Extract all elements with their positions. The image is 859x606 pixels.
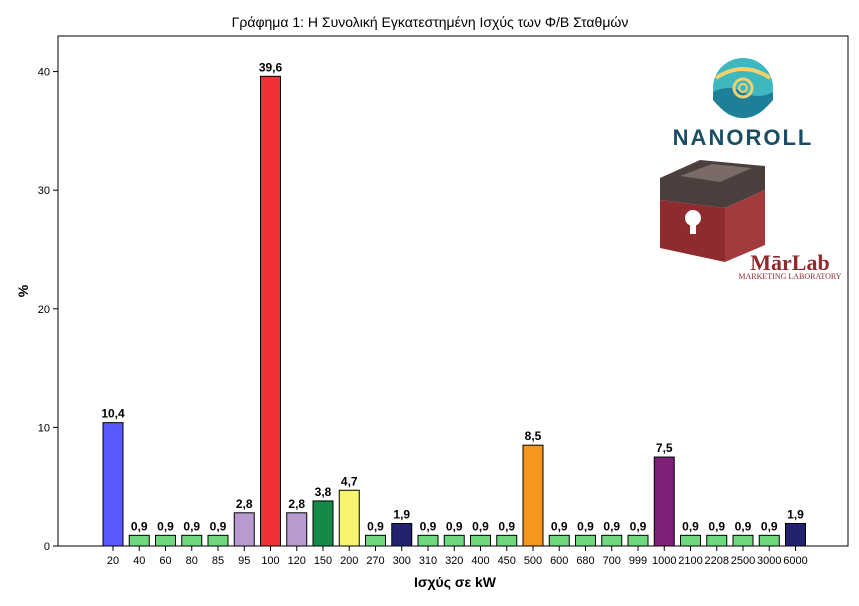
- bar: [443, 534, 465, 547]
- bar: [575, 534, 596, 547]
- bar: [470, 534, 491, 547]
- x-tick-label: 680: [576, 555, 594, 567]
- x-tick-label: 270: [366, 555, 384, 567]
- bar: [155, 534, 176, 547]
- x-tick-label: 200: [340, 555, 358, 567]
- marlab-logo-text: MārLab: [750, 250, 829, 275]
- x-tick-label: 500: [524, 555, 542, 567]
- data-label: 39,6: [259, 60, 283, 74]
- data-label: 0,9: [210, 519, 227, 533]
- data-label: 2,8: [236, 497, 253, 511]
- bar: [260, 75, 281, 547]
- data-label: 0,9: [735, 519, 752, 533]
- bar: [706, 534, 728, 547]
- x-tick-label: 20: [107, 555, 119, 567]
- x-tick-label: 400: [471, 555, 489, 567]
- keyhole-icon: [685, 210, 701, 226]
- bar: [312, 500, 334, 547]
- data-label: 10,4: [101, 407, 125, 421]
- data-label: 0,9: [630, 519, 647, 533]
- x-tick-label: 1000: [652, 555, 676, 567]
- data-label: 0,9: [420, 519, 437, 533]
- bar: [627, 534, 649, 547]
- data-label: 0,9: [551, 519, 568, 533]
- data-label: 0,9: [761, 519, 778, 533]
- bar: [233, 512, 255, 547]
- data-label: 0,9: [157, 519, 174, 533]
- bar: [207, 534, 229, 547]
- data-label: 0,9: [367, 519, 384, 533]
- data-label: 0,9: [577, 519, 594, 533]
- y-tick-label: 40: [38, 67, 50, 79]
- y-axis: 0 10 20 30 40: [38, 67, 58, 553]
- data-label: 3,8: [315, 485, 332, 499]
- data-label: 7,5: [656, 441, 673, 455]
- x-tick-label: 120: [288, 555, 306, 567]
- y-tick-label: 10: [38, 422, 50, 434]
- marlab-logo: MārLab MARKETING LABORATORY: [660, 160, 842, 281]
- x-tick-label: 60: [159, 555, 171, 567]
- x-tick-label: 2500: [731, 555, 755, 567]
- x-tick-label: 80: [186, 555, 198, 567]
- x-tick-label: 450: [498, 555, 516, 567]
- x-axis-title: Ισχύς σε kW: [414, 574, 497, 590]
- bar: [181, 534, 203, 547]
- x-tick-label: 320: [445, 555, 463, 567]
- nanoroll-logo: NANOROLL: [673, 58, 814, 150]
- x-tick-label: 85: [212, 555, 224, 567]
- bars: 10,4 0,9 0,9 0,9 0,9 2,8 39,6 2,8 3,8 4,7 0,9 1,9 0,…: [101, 60, 806, 547]
- x-tick-label: 150: [314, 555, 332, 567]
- x-tick-label: 300: [393, 555, 411, 567]
- bar: [338, 489, 360, 547]
- data-label: 0,9: [708, 519, 725, 533]
- data-label: 1,9: [787, 507, 804, 521]
- bar: [496, 534, 518, 547]
- marlab-logo-subtext: MARKETING LABORATORY: [738, 272, 841, 281]
- bar: [365, 534, 386, 547]
- bar: [391, 522, 413, 547]
- data-label: 4,7: [341, 474, 358, 488]
- x-tick-label: 2100: [678, 555, 702, 567]
- bar: [417, 534, 439, 547]
- x-tick-label: 600: [550, 555, 568, 567]
- bar: [601, 534, 623, 547]
- data-label: 0,9: [472, 519, 489, 533]
- nanoroll-logo-text: NANOROLL: [673, 125, 814, 150]
- y-tick-label: 30: [38, 185, 50, 197]
- bar: [653, 456, 675, 547]
- bar: [785, 522, 806, 547]
- bar: [548, 534, 570, 547]
- x-tick-label: 999: [629, 555, 647, 567]
- y-axis-title: %: [15, 284, 31, 297]
- bar: [102, 422, 124, 547]
- x-tick-label: 310: [419, 555, 437, 567]
- bar: [758, 534, 780, 547]
- bar: [286, 512, 308, 547]
- x-tick-label: 6000: [783, 555, 807, 567]
- x-tick-label: 100: [261, 555, 279, 567]
- x-tick-label: 3000: [757, 555, 781, 567]
- y-tick-label: 0: [44, 541, 50, 553]
- x-tick-label: 95: [238, 555, 250, 567]
- bar: [732, 534, 754, 547]
- x-tick-label: 700: [603, 555, 621, 567]
- x-tick-label: 2208: [705, 555, 729, 567]
- chart-title: Γράφημα 1: Η Συνολική Εγκατεστημένη Ισχύ…: [232, 14, 629, 30]
- data-label: 8,5: [525, 429, 542, 443]
- bar: [680, 534, 701, 547]
- data-label: 0,9: [682, 519, 699, 533]
- data-label: 0,9: [183, 519, 200, 533]
- bar: [128, 534, 150, 547]
- data-label: 0,9: [446, 519, 463, 533]
- y-tick-label: 20: [38, 304, 50, 316]
- data-label: 0,9: [498, 519, 515, 533]
- data-label: 0,9: [603, 519, 620, 533]
- x-tick-label: 40: [133, 555, 145, 567]
- data-label: 0,9: [131, 519, 148, 533]
- bar: [522, 444, 544, 547]
- data-label: 2,8: [288, 497, 305, 511]
- x-axis: 20 40 60 80 85 95 100 120 150 200 270 300 310 320 400 4…: [107, 546, 808, 567]
- data-label: 1,9: [393, 507, 410, 521]
